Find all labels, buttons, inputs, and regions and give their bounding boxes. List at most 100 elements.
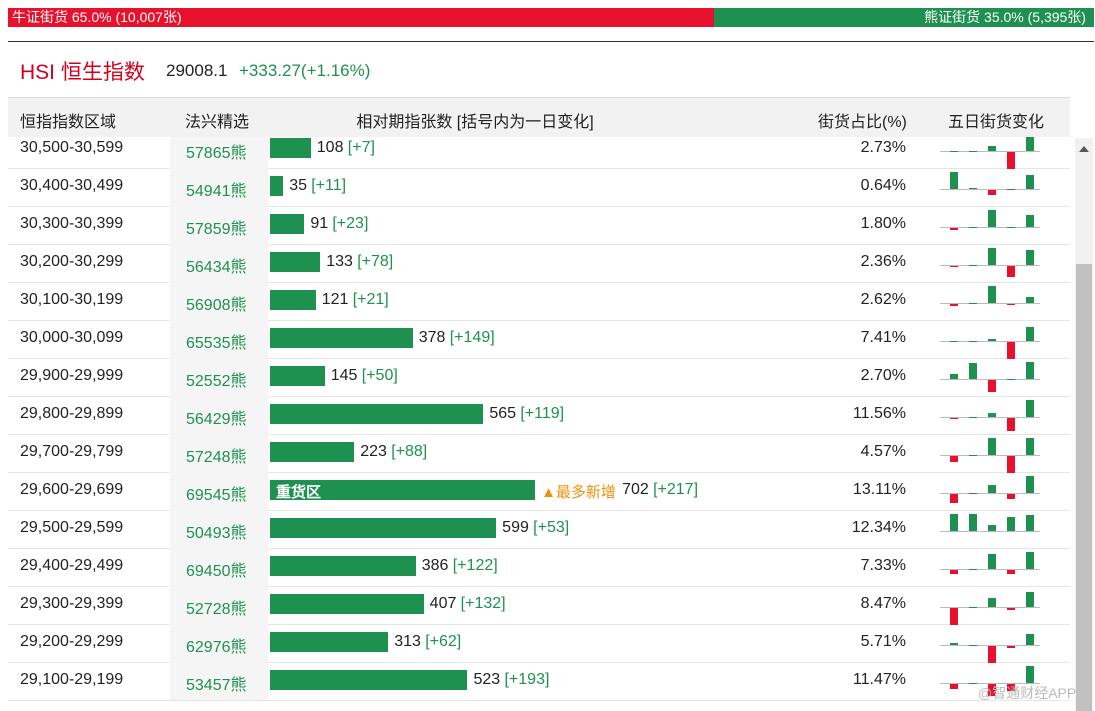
range: 29,600-29,699	[20, 481, 124, 498]
table-row: 29,200-29,299 62976熊 313 [+62] 5.71%	[8, 624, 1070, 663]
trend-bar	[1026, 476, 1034, 493]
range: 29,800-29,899	[20, 405, 124, 422]
scrollbar[interactable]	[1075, 138, 1093, 711]
change-text: [+7]	[347, 139, 375, 156]
trend-bar	[1026, 514, 1034, 531]
trend-bar	[1007, 418, 1015, 432]
trend-bar	[1007, 227, 1015, 228]
table-row: 29,900-29,999 52552熊 145 [+50] 2.70%	[8, 358, 1070, 397]
change-text: [+53]	[533, 519, 570, 536]
pick-bg	[170, 510, 268, 548]
trend-axis	[940, 455, 1040, 456]
scroll-thumb[interactable]	[1076, 264, 1092, 711]
note: ▲最多新增	[541, 484, 616, 501]
trend-axis	[940, 683, 1040, 684]
pick-bg	[170, 282, 268, 320]
pick-bg	[170, 206, 268, 244]
trend-axis	[940, 493, 1040, 494]
trend-bar	[950, 266, 958, 267]
table-row: 29,700-29,799 57248熊 223 [+88] 4.57%	[8, 434, 1070, 473]
range: 30,000-30,099	[20, 329, 124, 346]
bear-bar: 熊证街货 35.0% (5,395张)	[713, 8, 1094, 27]
share: 12.34%	[851, 519, 906, 536]
change-text: [+78]	[357, 253, 394, 270]
pick-bg	[170, 472, 268, 510]
trend-bar	[988, 380, 996, 392]
pick-bg	[170, 358, 268, 396]
change-text: [+122]	[452, 557, 498, 574]
change-text: [+149]	[449, 329, 495, 346]
trend-bar	[1026, 136, 1034, 151]
trend-bar	[988, 646, 996, 663]
change-text: [+119]	[520, 405, 565, 422]
pick-bg	[170, 548, 268, 586]
trend-bar	[969, 187, 977, 189]
trend-axis	[940, 645, 1040, 646]
range: 29,300-29,399	[20, 595, 124, 612]
trend-bar	[1007, 494, 1015, 499]
trend-bar	[1007, 684, 1015, 692]
count-bar	[270, 366, 325, 386]
share: 2.73%	[860, 139, 906, 156]
table-row: 30,500-30,599 57865熊 108 [+7] 2.73%	[8, 136, 1070, 169]
trend-bar	[988, 248, 996, 265]
change-text: [+88]	[391, 443, 428, 460]
trend-bar	[988, 286, 996, 303]
trend-bar	[1026, 666, 1034, 683]
table-row: 30,200-30,299 56434熊 133 [+78] 2.36%	[8, 244, 1070, 283]
count-text: 133	[326, 253, 353, 270]
table-header: 恒指指数区域 法兴精选 相对期指张数 [括号内为一日变化] 街货占比(%) 五日街货变化	[8, 97, 1070, 137]
count-text: 223	[360, 443, 387, 460]
share: 13.11%	[852, 481, 906, 498]
trend-bar	[1026, 552, 1034, 569]
trend-bar	[950, 456, 958, 462]
change-text: [+11]	[311, 177, 347, 194]
table-row: 30,300-30,399 57859熊 91 [+23] 1.80%	[8, 206, 1070, 245]
trend-axis	[940, 151, 1040, 152]
trend-bar	[950, 304, 958, 307]
trend-bar	[969, 265, 977, 266]
pick-bg	[170, 662, 268, 700]
warrant-pick: 53457熊	[186, 677, 247, 694]
trend-bar	[969, 607, 977, 608]
trend-bar	[950, 228, 958, 230]
count-bar	[270, 214, 305, 234]
count-bar	[270, 138, 311, 158]
divider	[8, 41, 1094, 42]
warrant-pick: 52728熊	[186, 601, 247, 618]
range: 30,300-30,399	[20, 215, 124, 232]
change-text: [+50]	[361, 367, 398, 384]
pick-bg	[170, 168, 268, 206]
count-text: 108	[316, 139, 344, 156]
range: 29,900-29,999	[20, 367, 124, 384]
trend-bar	[950, 608, 958, 625]
count-bar	[270, 176, 284, 196]
trend-bar	[1026, 326, 1034, 341]
range: 29,400-29,499	[20, 557, 124, 574]
count-text: 702	[622, 481, 649, 498]
count-text: 35	[289, 177, 307, 194]
trend-bar	[1026, 400, 1034, 417]
trend-bar	[1007, 646, 1015, 648]
trend-bar	[988, 338, 996, 341]
range: 30,200-30,299	[20, 253, 124, 270]
count-text: 121	[321, 291, 349, 308]
table-row: 29,300-29,399 52728熊 407 [+132] 8.47%	[8, 586, 1070, 625]
trend-axis	[940, 341, 1040, 342]
warrant-pick: 69450熊	[186, 563, 247, 580]
share: 11.56%	[852, 405, 906, 422]
pick-bg	[170, 320, 268, 358]
trend-bar	[1007, 266, 1015, 277]
trend-axis	[940, 265, 1040, 266]
scroll-up[interactable]	[1079, 146, 1089, 152]
change-text: [+193]	[504, 671, 550, 688]
table-row: 29,800-29,899 56429熊 565 [+119] 11.56%	[8, 396, 1070, 435]
trend-bar	[950, 172, 958, 189]
count-text: 378	[418, 329, 446, 346]
trend-bar	[969, 455, 977, 456]
count-bar	[270, 290, 316, 310]
trend-bar	[1007, 379, 1015, 380]
count-text: 145	[330, 367, 358, 384]
change-text: [+23]	[332, 215, 369, 232]
trend-bar	[969, 362, 977, 379]
